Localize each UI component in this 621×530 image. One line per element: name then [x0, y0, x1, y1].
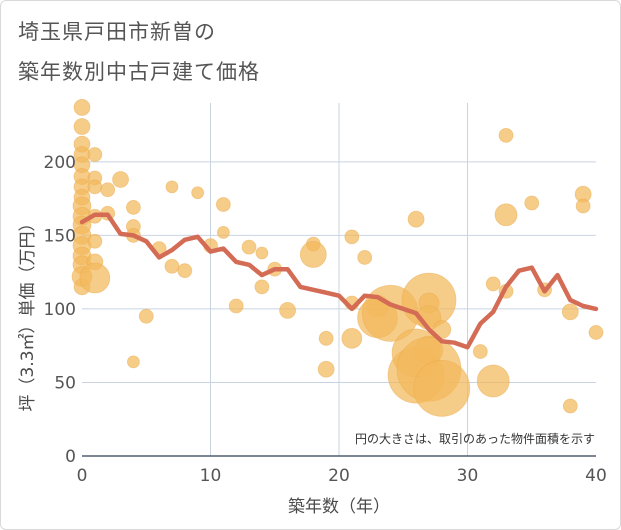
chart-title-line2: 築年数別中古戸建て価格	[18, 60, 260, 84]
scatter-point	[413, 359, 471, 417]
scatter-point	[73, 118, 91, 135]
scatter-point	[524, 195, 540, 211]
scatter-point	[177, 263, 193, 279]
scatter-point	[299, 241, 327, 268]
scatter-point	[407, 210, 425, 228]
scatter-point	[344, 229, 360, 245]
scatter-point	[165, 180, 179, 194]
y-tick-label: 100	[44, 300, 76, 320]
grid	[82, 103, 596, 457]
scatter-point	[138, 308, 154, 324]
scatter-point	[241, 239, 257, 255]
x-tick-label: 30	[457, 466, 479, 486]
scatter-point	[73, 99, 91, 116]
scatter-point	[561, 303, 579, 321]
scatter-point	[87, 147, 103, 162]
y-tick-label: 0	[65, 447, 76, 467]
scatter-point	[87, 179, 103, 195]
x-tick-label: 20	[328, 466, 350, 486]
x-axis-label: 築年数（年）	[288, 497, 390, 517]
scatter-point	[100, 182, 116, 198]
scatter-point	[79, 262, 111, 294]
scatter-point	[254, 279, 270, 295]
chart-title-line1: 埼玉県戸田市新曽の	[18, 20, 216, 44]
scatter-point	[476, 364, 510, 398]
bubble-series	[71, 99, 604, 417]
average-price-line	[79, 212, 599, 350]
y-tick-label: 50	[54, 373, 76, 393]
scatter-point	[112, 171, 129, 188]
scatter-point	[164, 258, 180, 274]
x-tick-label: 10	[200, 466, 222, 486]
average-line-series	[79, 212, 599, 350]
scatter-point	[472, 344, 488, 359]
scatter-point	[191, 186, 205, 200]
scatter-point	[126, 355, 140, 369]
scatter-point	[228, 298, 244, 314]
y-tick-label: 150	[44, 226, 76, 246]
scatter-point	[318, 330, 334, 346]
scatter-point	[255, 246, 269, 260]
scatter-point	[279, 301, 297, 319]
x-tick-label: 0	[77, 466, 88, 486]
scatter-point	[341, 327, 363, 349]
y-axis-label: 坪（3.3㎡）単価（万円）	[18, 214, 38, 411]
scatter-point	[125, 200, 141, 215]
scatter-point	[588, 325, 604, 340]
scatter-point	[87, 233, 103, 249]
scatter-point	[317, 360, 335, 378]
scatter-point	[562, 398, 578, 414]
axis-ticks: 0 10 20 30 40 0 50 100 150 200	[44, 153, 607, 486]
scatter-point	[216, 226, 230, 239]
scatter-point	[357, 250, 373, 265]
scatter-point	[498, 127, 514, 143]
scatter-point	[494, 203, 518, 227]
scatter-point	[215, 197, 231, 212]
scatter-point	[575, 198, 591, 214]
bubble-size-note: 円の大きさは、取引のあった物件面積を示す	[355, 431, 595, 446]
y-tick-label: 200	[44, 153, 76, 173]
x-tick-label: 40	[585, 466, 607, 486]
scatter-point	[485, 276, 501, 292]
